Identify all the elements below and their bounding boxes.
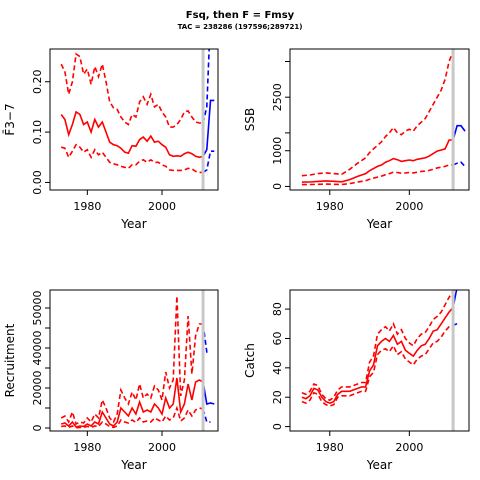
series-line-median-projection (202, 99, 215, 157)
x-tick-label: 2000 (148, 441, 176, 454)
y-tick-label: 0 (271, 183, 284, 190)
series-line-lower-history (60, 143, 204, 174)
plot-frame (289, 289, 470, 432)
y-tick-label: 0.00 (31, 170, 44, 195)
y-axis-label: Catch (243, 343, 257, 378)
y-tick-label: 60 (271, 331, 284, 345)
y-tick-label: 0.20 (31, 69, 44, 94)
y-tick-label: 80 (271, 302, 284, 316)
panel-f-bar: 1980 2000 0.00 0.10 0.20 Year F̄3−7 (3, 48, 219, 231)
series-group (60, 295, 215, 429)
plot-frame (49, 48, 219, 191)
x-tick-label: 1980 (73, 200, 101, 213)
y-axis-label: F̄3−7 (3, 103, 17, 135)
series-group (301, 290, 458, 407)
series-line-upper-history (60, 52, 204, 128)
series-line-lower-projection (452, 161, 466, 167)
series-line-median-history (301, 307, 454, 404)
panel-catch: 1980 2000 0 20 40 60 80 Year Catch (243, 289, 470, 472)
series-line-lower-history (61, 405, 204, 429)
figure-title: Fsq, then F = Fmsy (185, 10, 295, 21)
y-tick-label: 20000 (31, 371, 44, 406)
series-line-upper-projection (202, 49, 210, 124)
series-line-median-projection (452, 124, 466, 141)
y-tick-label: 50000 (31, 291, 44, 326)
x-axis-label: Year (120, 217, 146, 231)
series-line-upper-history (301, 50, 454, 177)
y-tick-label: 0.10 (31, 120, 44, 145)
series-line-upper-history (301, 291, 454, 402)
y-axis-label: Recruitment (3, 323, 17, 397)
series-group (60, 49, 215, 174)
x-axis-label: Year (366, 217, 392, 231)
figure-subtitle: TAC = 238286 (197596;289721) (177, 23, 303, 31)
series-line-median-projection (202, 381, 215, 406)
x-tick-label: 1980 (316, 200, 344, 213)
series-group (301, 49, 466, 186)
series-line-lower-projection (202, 150, 215, 174)
series-line-median-history (60, 377, 204, 428)
y-tick-label: 0 (31, 425, 44, 432)
y-tick-label: 1000 (271, 137, 284, 165)
y-tick-label: 20 (271, 390, 284, 404)
y-tick-label: 0 (271, 423, 284, 430)
x-tick-label: 1980 (73, 441, 101, 454)
x-axis-label: Year (366, 458, 392, 472)
plot-frame (289, 48, 470, 191)
x-tick-label: 2000 (395, 200, 423, 213)
x-tick-label: 2000 (395, 441, 423, 454)
series-line-upper-history (60, 295, 204, 426)
y-tick-label: 2500 (271, 83, 284, 111)
y-axis-label: SSB (243, 108, 257, 131)
x-axis-label: Year (120, 458, 146, 472)
series-line-upper-projection (452, 290, 455, 292)
x-tick-label: 2000 (148, 200, 176, 213)
series-line-median-history (301, 139, 454, 183)
panel-ssb: 1980 2000 0 1000 2500 Year SSB (243, 48, 470, 231)
y-tick-label: 40 (271, 361, 284, 375)
series-line-median-history (60, 110, 204, 159)
series-line-lower-history (301, 324, 454, 407)
x-tick-label: 1980 (316, 441, 344, 454)
y-tick-label: 40000 (31, 331, 44, 366)
plot-frame (49, 289, 219, 432)
